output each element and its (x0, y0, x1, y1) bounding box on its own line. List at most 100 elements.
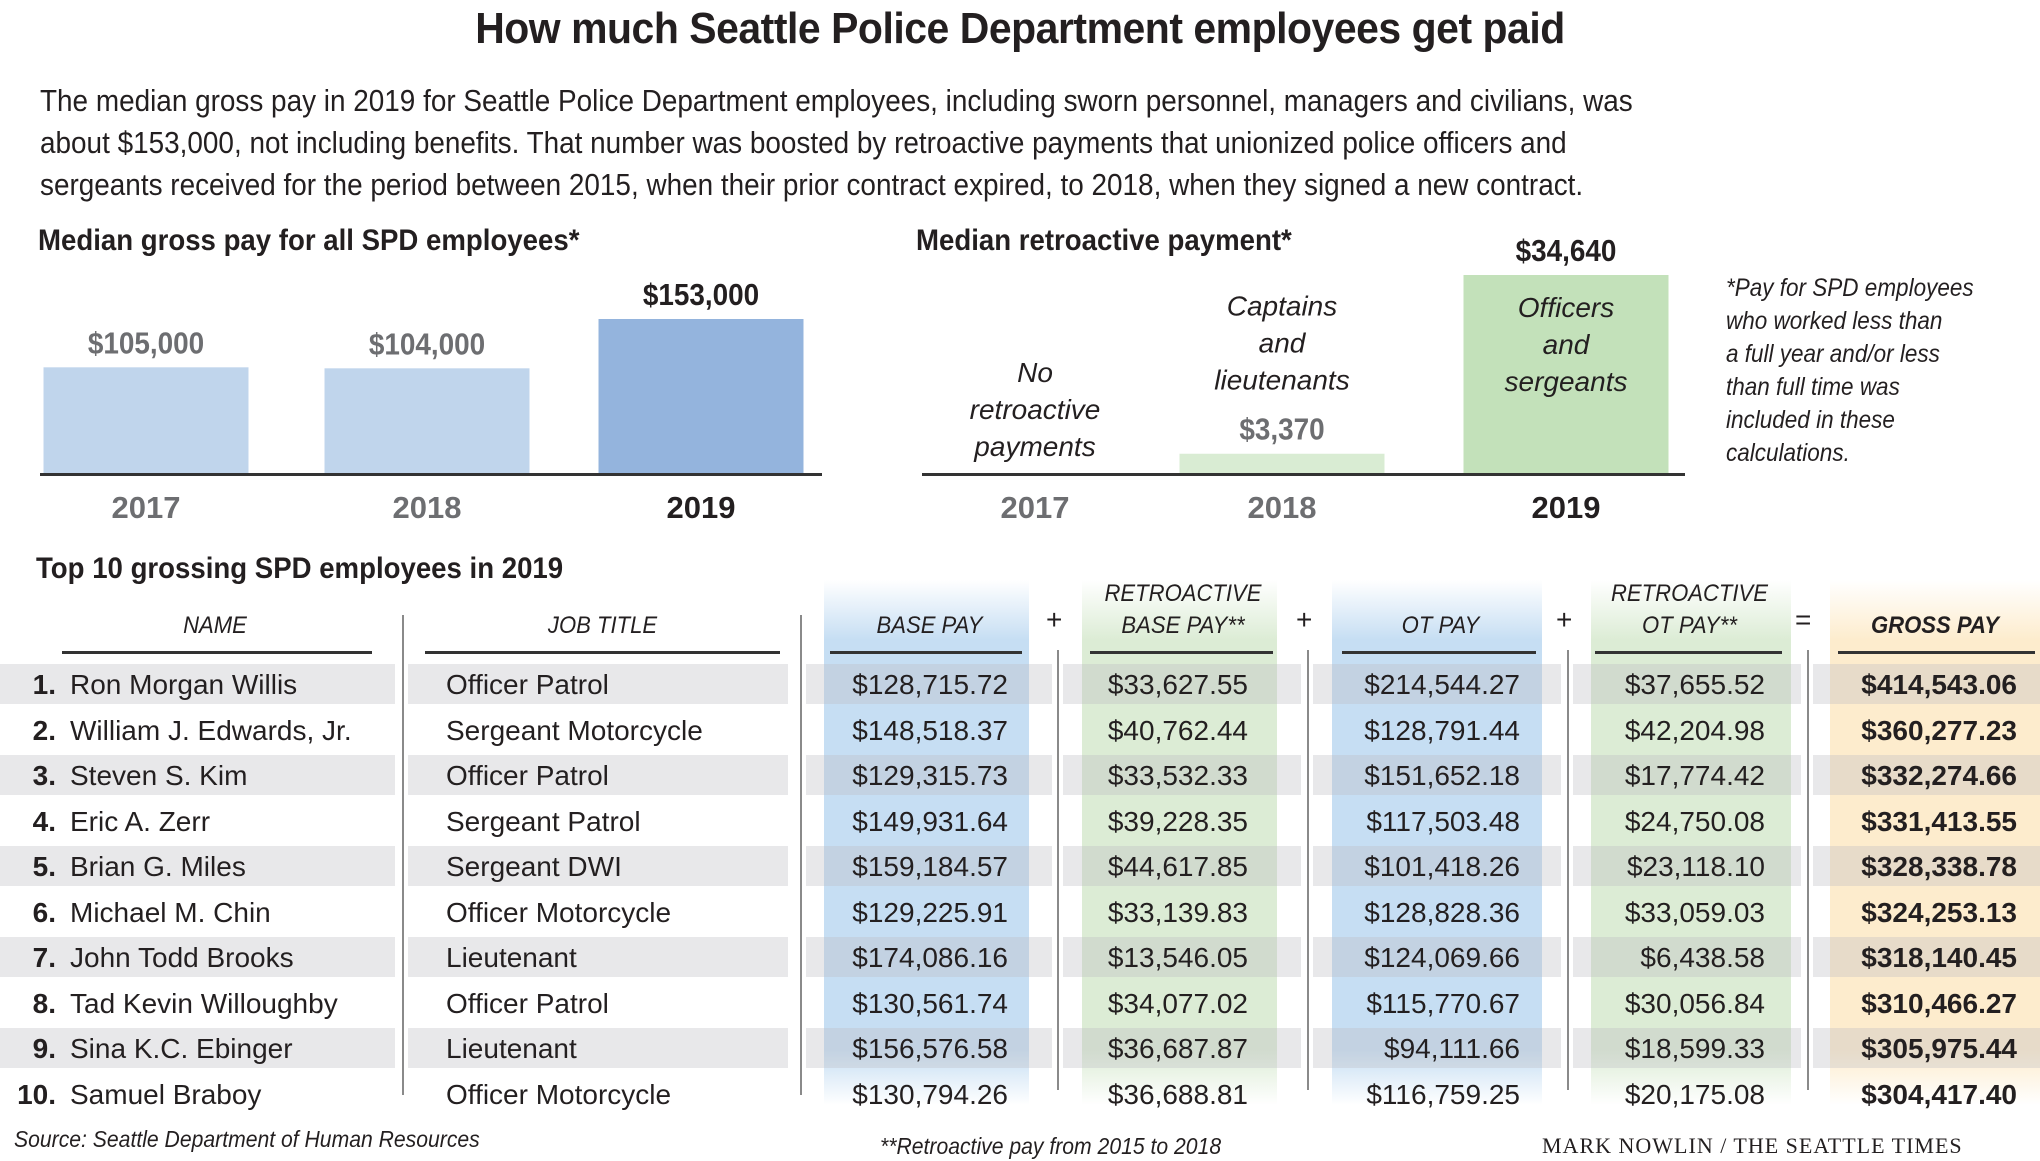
retro-payment-chart-title: Median retroactive payment* (916, 224, 1292, 257)
col-head-base: BASE PAY (840, 610, 1019, 642)
table-cell-retro-base: $33,139.83 (1107, 896, 1248, 928)
column-divider (1307, 650, 1309, 1090)
col-head-retro-ot: RETROACTIVE OT PAY** (1600, 578, 1779, 642)
x-tick-label: 2018 (393, 490, 462, 525)
retroactive-footnote: **Retroactive pay from 2015 to 2018 (880, 1133, 1222, 1159)
table-cell-retro-base: $33,627.55 (1107, 669, 1248, 700)
table-cell-rank: 8. (32, 987, 56, 1019)
table-cell-base: $159,184.57 (852, 851, 1008, 882)
bar-2019 (598, 319, 804, 473)
bar-value-label: $3,370 (1239, 412, 1324, 447)
table-cell-name: Ron Morgan Willis (70, 669, 298, 700)
intro-line: sergeants received for the period betwee… (40, 167, 1584, 202)
bar-2018 (1179, 453, 1385, 473)
table-cell-job: Officer Motorcycle (446, 1078, 672, 1110)
row-stripe (0, 664, 395, 704)
row-stripe (1573, 664, 1801, 704)
row-stripe (1313, 1028, 1561, 1068)
table-title: Top 10 grossing SPD employees in 2019 (36, 552, 564, 585)
header-rule (1838, 651, 2035, 654)
table-cell-name: Michael M. Chin (70, 896, 271, 928)
row-stripe (1813, 664, 2040, 704)
table-cell-ot: $117,503.48 (1366, 805, 1520, 837)
row-stripe (1063, 664, 1301, 704)
table-cell-retro-base: $36,688.81 (1107, 1078, 1248, 1110)
table-cell-retro-base: $36,687.87 (1107, 1033, 1248, 1064)
col-head-text: OT PAY (1401, 612, 1480, 639)
bar-2017 (43, 367, 249, 473)
table-cell-retro-base: $39,228.35 (1107, 805, 1248, 837)
col-head-job: JOB TITLE (439, 610, 766, 642)
row-stripe (806, 1028, 1052, 1068)
table-cell-gross: $318,140.45 (1861, 942, 2017, 973)
table-cell-retro-ot: $23,118.10 (1626, 851, 1765, 882)
table-cell-rank: 1. (32, 669, 56, 700)
table-cell-base: $129,315.73 (852, 760, 1008, 791)
table-cell-gross: $310,466.27 (1861, 987, 2017, 1019)
table-cell-rank: 3. (32, 760, 56, 791)
table-cell-ot: $115,770.67 (1366, 987, 1520, 1019)
row-stripe (1063, 937, 1301, 977)
row-stripe (1573, 1028, 1801, 1068)
table-cell-job: Officer Patrol (446, 760, 609, 791)
group-label-line: No (1017, 357, 1053, 388)
ot-pay-band (1332, 580, 1542, 1105)
col-head-text: OT PAY** (1642, 612, 1737, 639)
table-cell-job: Sergeant Motorcycle (446, 714, 703, 746)
col-head-text: RETROACTIVE (1610, 580, 1769, 607)
row-stripe (1573, 937, 1801, 977)
table-cell-gross: $360,277.23 (1861, 714, 2017, 746)
table-cell-ot: $116,759.25 (1366, 1078, 1520, 1110)
x-tick-label: 2017 (1001, 490, 1070, 525)
col-head-text: BASE PAY (876, 612, 983, 639)
table-cell-name: Eric A. Zerr (70, 805, 211, 837)
row-stripe (1313, 937, 1561, 977)
col-head-ot: OT PAY (1346, 610, 1535, 642)
plus-operator: + (1296, 604, 1313, 635)
row-stripe (1063, 1028, 1301, 1068)
col-head-name: NAME (72, 610, 357, 642)
col-head-text: RETROACTIVE (1104, 580, 1262, 607)
bar-value-label: $104,000 (369, 327, 485, 362)
asterisk-note: *Pay for SPD employees who worked less t… (1726, 272, 2014, 470)
source-note: Source: Seattle Department of Human Reso… (14, 1126, 480, 1152)
row-stripe (1313, 755, 1561, 795)
table-cell-base: $148,518.37 (852, 714, 1008, 746)
table-cell-base: $128,715.72 (852, 669, 1008, 700)
table-cell-job: Lieutenant (446, 1033, 577, 1064)
table-cell-rank: 2. (32, 714, 56, 746)
header-rule (62, 651, 372, 654)
table-cell-retro-ot: $17,774.42 (1624, 760, 1765, 791)
table-cell-retro-ot: $24,750.08 (1624, 805, 1765, 837)
table-cell-name: William J. Edwards, Jr. (70, 714, 352, 746)
gross-pay-chart-title: Median gross pay for all SPD employees* (38, 224, 580, 257)
row-stripe (1063, 755, 1301, 795)
bar-2018 (324, 368, 530, 473)
intro-line: The median gross pay in 2019 for Seattle… (40, 83, 1633, 118)
table-cell-gross: $324,253.13 (1861, 896, 2017, 928)
header-rule (830, 651, 1022, 654)
table-cell-base: $174,086.16 (852, 942, 1008, 973)
row-stripe (1063, 846, 1301, 886)
table-cell-ot: $101,418.26 (1364, 851, 1520, 882)
row-stripe (1813, 937, 2040, 977)
row-stripe (0, 755, 395, 795)
table-cell-gross: $332,274.66 (1861, 760, 2017, 791)
group-label-line: payments (973, 431, 1095, 462)
table-cell-gross: $305,975.44 (1861, 1033, 2017, 1064)
row-stripe (1313, 664, 1561, 704)
row-stripe (408, 1028, 788, 1068)
note-line: included in these (1726, 406, 1895, 434)
row-stripe (806, 937, 1052, 977)
row-stripe (1313, 846, 1561, 886)
col-head-text: NAME (183, 612, 247, 639)
column-divider (800, 615, 802, 1095)
table-cell-ot: $124,069.66 (1364, 942, 1520, 973)
row-stripe (806, 846, 1052, 886)
col-head-text: GROSS PAY (1870, 612, 1999, 639)
row-stripe (408, 846, 788, 886)
table-cell-name: Tad Kevin Willoughby (70, 987, 338, 1019)
row-stripe (1573, 755, 1801, 795)
group-label-line: Officers (1518, 292, 1614, 323)
table-cell-retro-base: $33,532.33 (1107, 760, 1248, 791)
